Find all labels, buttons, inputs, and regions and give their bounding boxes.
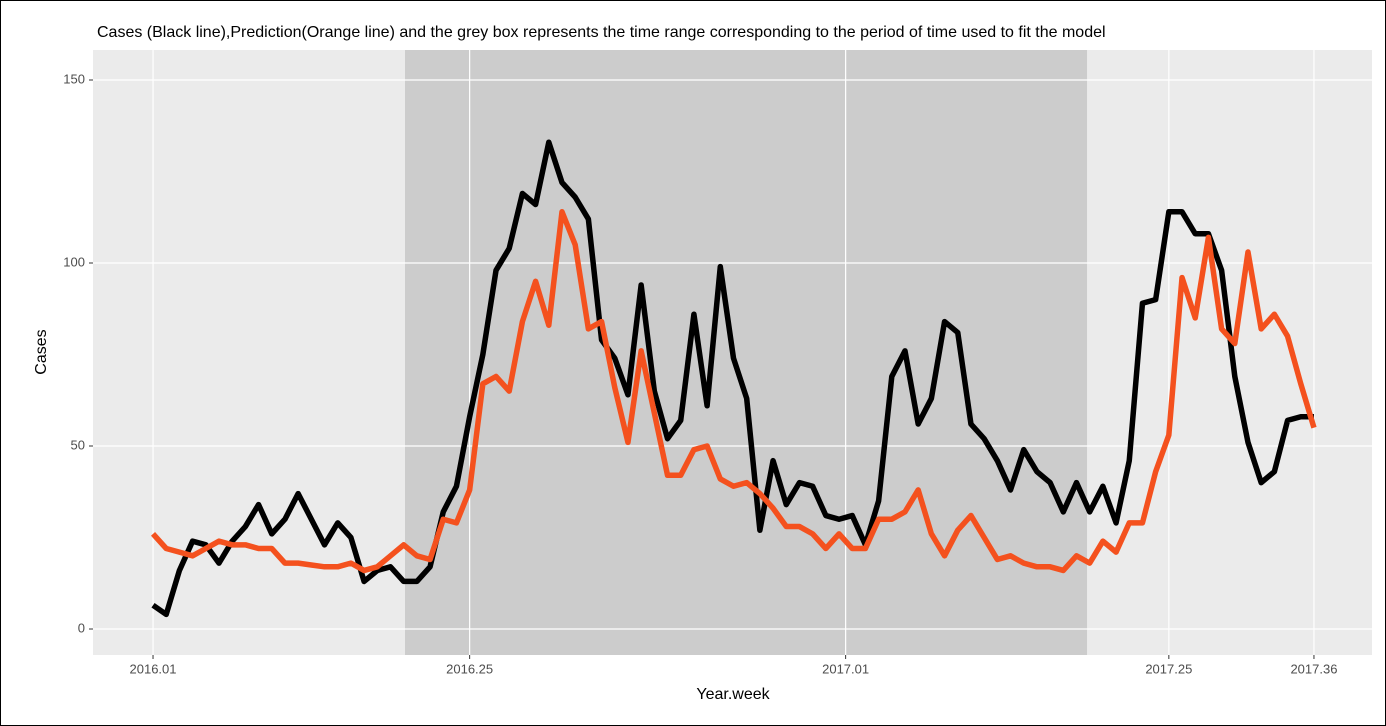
- chart-title: Cases (Black line),Prediction(Orange lin…: [97, 24, 1106, 41]
- series-line: [151, 139, 1314, 618]
- y-tick-label: 100: [63, 254, 85, 269]
- fit-period-box: [404, 50, 1088, 655]
- y-tick-label: 0: [78, 620, 85, 635]
- x-tick-label: 2017.25: [1145, 661, 1192, 676]
- series-line: [150, 209, 1317, 574]
- y-tick-label: 150: [63, 71, 85, 86]
- y-axis-title: Cases: [33, 329, 50, 374]
- x-axis-title: Year.week: [696, 686, 770, 703]
- x-tick-label: 2016.25: [446, 661, 493, 676]
- y-tick-label: 50: [71, 437, 85, 452]
- x-tick-label: 2017.01: [822, 661, 869, 676]
- x-tick-label: 2017.36: [1290, 661, 1337, 676]
- x-tick-label: 2016.01: [130, 661, 177, 676]
